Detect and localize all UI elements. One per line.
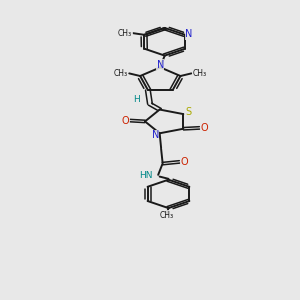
Text: CH₃: CH₃ — [160, 211, 174, 220]
Text: O: O — [200, 123, 208, 133]
Text: CH₃: CH₃ — [114, 69, 128, 78]
Text: CH₃: CH₃ — [193, 69, 207, 78]
Text: HN: HN — [139, 171, 153, 180]
Text: N: N — [157, 60, 164, 70]
Text: N: N — [152, 130, 159, 140]
Text: O: O — [180, 157, 188, 167]
Text: CH₃: CH₃ — [118, 28, 132, 38]
Text: H: H — [134, 95, 140, 104]
Text: S: S — [186, 107, 192, 117]
Text: N: N — [185, 29, 193, 40]
Text: O: O — [122, 116, 129, 126]
